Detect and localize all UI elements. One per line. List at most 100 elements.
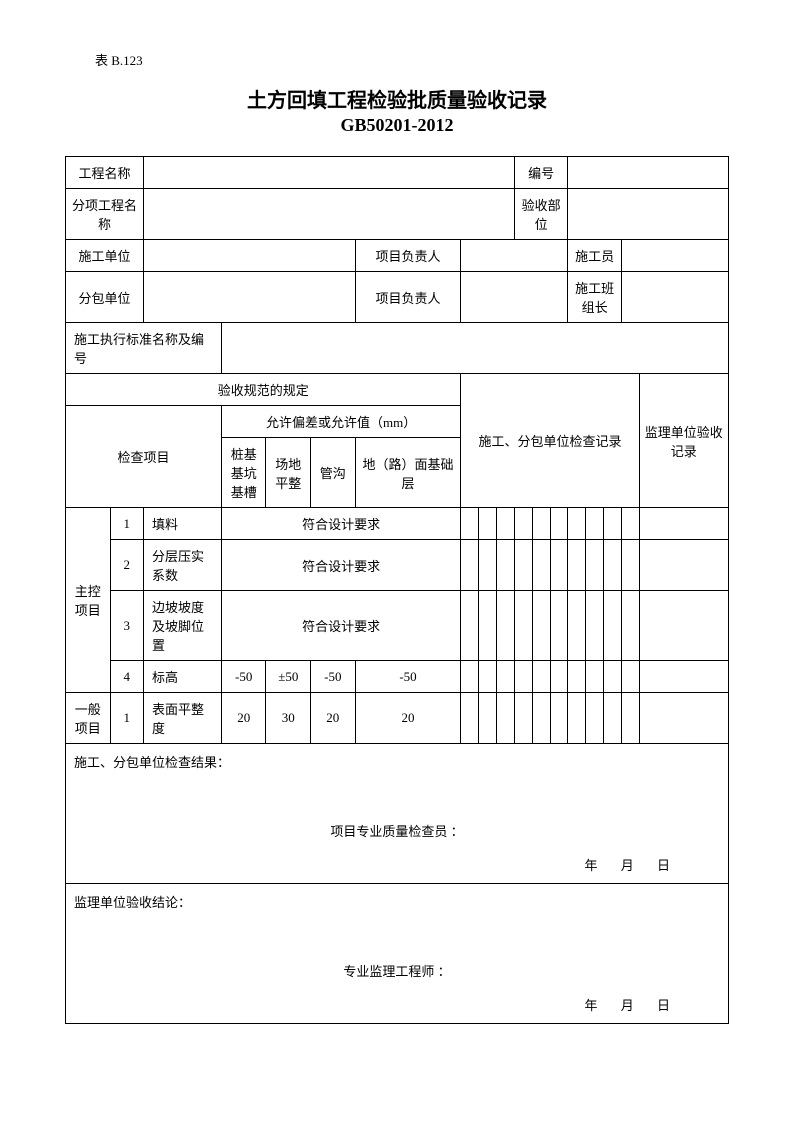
conclusion2-signer: 专业监理工程师 ： <box>74 961 720 980</box>
conclusion1-label: 施工、分包单位检查结果： <box>74 752 720 771</box>
check-cell <box>621 693 639 744</box>
label-check-item: 检查项目 <box>66 406 222 508</box>
check-cell <box>621 661 639 693</box>
check-cell <box>479 508 497 540</box>
check-cell <box>479 591 497 661</box>
table-reference: 表 B.123 <box>95 50 729 69</box>
row-spec: 符合设计要求 <box>221 508 460 540</box>
row-idx: 4 <box>110 661 143 693</box>
row-idx: 1 <box>110 693 143 744</box>
value-standard-name <box>221 323 728 374</box>
value-subcontractor <box>143 272 355 323</box>
row-name: 分层压实系数 <box>143 540 221 591</box>
value-serial-no <box>568 157 729 189</box>
date-line-1: 年 月 日 <box>74 855 720 874</box>
check-cell <box>621 508 639 540</box>
check-cell <box>586 540 604 591</box>
value-project-leader1 <box>461 240 568 272</box>
check-cell <box>497 591 515 661</box>
check-cell <box>568 661 586 693</box>
row-v1: 20 <box>221 693 266 744</box>
check-cell <box>621 591 639 661</box>
row-v2: 30 <box>266 693 311 744</box>
check-cell <box>497 661 515 693</box>
check-cell <box>568 693 586 744</box>
check-cell <box>461 591 479 661</box>
supervision-cell <box>639 693 728 744</box>
document-subtitle: GB50201-2012 <box>65 115 729 136</box>
check-cell <box>514 540 532 591</box>
check-cell <box>497 508 515 540</box>
conclusion-2: 监理单位验收结论： 专业监理工程师 ： 年 月 日 <box>66 884 729 1024</box>
label-project-name: 工程名称 <box>66 157 144 189</box>
check-cell <box>550 508 568 540</box>
check-cell <box>586 508 604 540</box>
check-cell <box>621 540 639 591</box>
row-v4: 20 <box>355 693 461 744</box>
conclusion1-signer: 项目专业质量检查员 ： <box>74 821 720 840</box>
value-team-leader <box>621 272 728 323</box>
supervision-cell <box>639 540 728 591</box>
label-sub-project: 分项工程名称 <box>66 189 144 240</box>
row-spec: 符合设计要求 <box>221 591 460 661</box>
label-acceptance-part: 验收部位 <box>514 189 567 240</box>
check-cell <box>568 508 586 540</box>
row-idx: 2 <box>110 540 143 591</box>
conclusion2-label: 监理单位验收结论： <box>74 892 720 911</box>
check-cell <box>550 661 568 693</box>
document-title: 土方回填工程检验批质量验收记录 <box>65 84 729 113</box>
check-cell <box>550 591 568 661</box>
conclusion-1: 施工、分包单位检查结果： 项目专业质量检查员 ： 年 月 日 <box>66 744 729 884</box>
label-project-leader1: 项目负责人 <box>355 240 461 272</box>
check-cell <box>604 540 622 591</box>
date-line-2: 年 月 日 <box>74 995 720 1014</box>
supervision-cell <box>639 661 728 693</box>
check-cell <box>461 540 479 591</box>
check-cell <box>532 693 550 744</box>
value-sub-project <box>143 189 514 240</box>
check-cell <box>514 591 532 661</box>
check-cell <box>568 591 586 661</box>
check-cell <box>479 540 497 591</box>
inspection-table: 工程名称 编号 分项工程名称 验收部位 施工单位 项目负责人 施工员 分包单位 … <box>65 156 729 1024</box>
check-cell <box>604 693 622 744</box>
col-header-3: 管沟 <box>311 438 356 508</box>
row-v1: -50 <box>221 661 266 693</box>
label-team-leader: 施工班组长 <box>568 272 621 323</box>
check-cell <box>604 591 622 661</box>
check-cell <box>586 591 604 661</box>
row-idx: 1 <box>110 508 143 540</box>
value-acceptance-part <box>568 189 729 240</box>
supervision-cell <box>639 591 728 661</box>
check-cell <box>586 693 604 744</box>
check-cell <box>514 661 532 693</box>
row-idx: 3 <box>110 591 143 661</box>
check-cell <box>461 508 479 540</box>
row-v3: 20 <box>311 693 356 744</box>
check-cell <box>568 540 586 591</box>
check-cell <box>497 540 515 591</box>
label-subcontractor: 分包单位 <box>66 272 144 323</box>
label-project-leader2: 项目负责人 <box>355 272 461 323</box>
value-constructor <box>621 240 728 272</box>
value-project-name <box>143 157 514 189</box>
check-cell <box>514 508 532 540</box>
label-standard-name: 施工执行标准名称及编号 <box>66 323 222 374</box>
check-cell <box>497 693 515 744</box>
check-cell <box>604 661 622 693</box>
check-cell <box>550 540 568 591</box>
value-project-leader2 <box>461 272 568 323</box>
check-cell <box>479 693 497 744</box>
value-construction-unit <box>143 240 355 272</box>
check-cell <box>532 591 550 661</box>
label-check-record: 施工、分包单位检查记录 <box>461 374 639 508</box>
row-name: 标高 <box>143 661 221 693</box>
row-v2: ±50 <box>266 661 311 693</box>
label-serial-no: 编号 <box>514 157 567 189</box>
label-construction-unit: 施工单位 <box>66 240 144 272</box>
supervision-cell <box>639 508 728 540</box>
check-cell <box>532 508 550 540</box>
label-main-item: 主控项目 <box>66 508 111 693</box>
check-cell <box>479 661 497 693</box>
row-v3: -50 <box>311 661 356 693</box>
